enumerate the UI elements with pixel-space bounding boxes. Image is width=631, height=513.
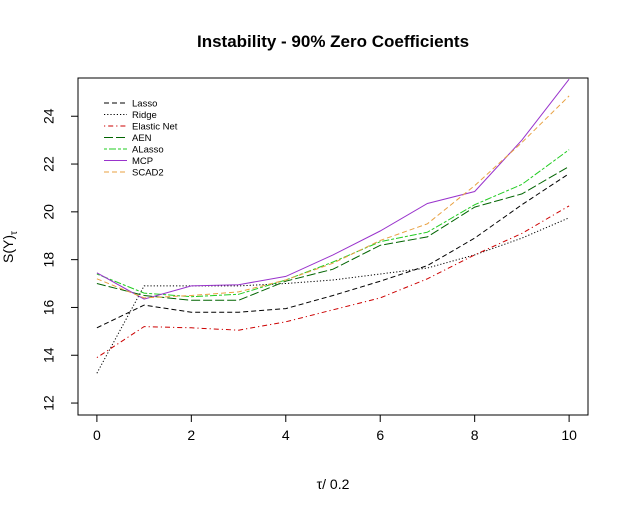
legend-label: AEN [132, 133, 152, 144]
legend-label: SCAD2 [132, 168, 164, 179]
x-axis-label: τ/ 0.2 [317, 476, 350, 492]
series-line-alasso [96, 149, 570, 298]
legend-label: MCP [132, 156, 153, 167]
y-axis-label-main: S(Y) [0, 235, 16, 263]
x-tick-label: 10 [561, 427, 577, 443]
y-tick-label: 16 [41, 299, 57, 315]
y-tick-label: 24 [41, 108, 57, 124]
x-tick-label: 6 [376, 427, 384, 443]
series-line-aen [96, 165, 570, 301]
legend-label: Ridge [132, 110, 157, 121]
series-line-mcp [96, 78, 570, 300]
x-tick-label: 8 [471, 427, 479, 443]
series-line-scad2 [96, 95, 570, 299]
x-tick-label: 2 [187, 427, 195, 443]
series-line-lasso [96, 173, 570, 329]
y-tick-label: 12 [41, 395, 57, 411]
y-tick-label: 20 [41, 204, 57, 220]
y-axis-label-sub: τ [9, 231, 20, 235]
x-tick-label: 4 [282, 427, 290, 443]
series-line-ridge [96, 217, 570, 374]
y-tick-label: 18 [41, 252, 57, 268]
y-axis-label: S(Y)τ [0, 231, 20, 263]
x-tick-label: 0 [93, 427, 101, 443]
y-tick-label: 22 [41, 156, 57, 172]
series-layer [96, 78, 570, 374]
svg-text:S(Y)τ: S(Y)τ [0, 231, 20, 263]
legend-label: Lasso [132, 99, 157, 110]
legend-label: ALasso [132, 145, 164, 156]
y-tick-label: 14 [41, 347, 57, 363]
chart-title: Instability - 90% Zero Coefficients [197, 32, 469, 51]
legend-label: Elastic Net [132, 122, 178, 133]
series-line-elastic-net [96, 205, 570, 359]
